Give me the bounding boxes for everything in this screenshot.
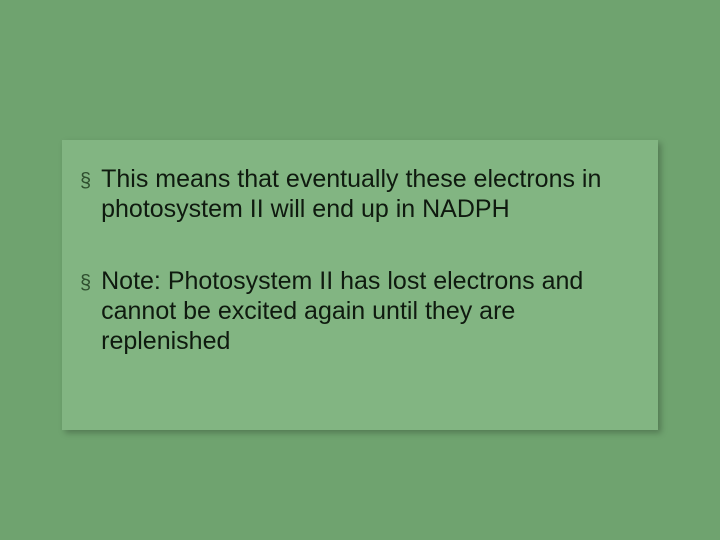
bullet-marker-icon: § xyxy=(80,166,91,196)
bullet-marker-icon: § xyxy=(80,268,91,298)
bullet-text: This means that eventually these electro… xyxy=(101,164,630,224)
bullet-item: § This means that eventually these elect… xyxy=(80,164,630,224)
bullet-text: Note: Photosystem II has lost electrons … xyxy=(101,266,630,356)
bullet-item: § Note: Photosystem II has lost electron… xyxy=(80,266,630,356)
slide-content-box: § This means that eventually these elect… xyxy=(62,140,658,430)
